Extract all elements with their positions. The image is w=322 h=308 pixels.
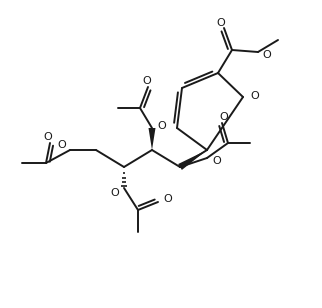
Text: O: O (262, 50, 271, 60)
Polygon shape (148, 128, 156, 150)
Text: O: O (57, 140, 66, 150)
Text: O: O (157, 121, 166, 131)
Text: O: O (143, 76, 151, 86)
Text: O: O (163, 194, 172, 204)
Text: O: O (212, 156, 221, 166)
Text: O: O (217, 18, 225, 28)
Text: O: O (110, 188, 119, 198)
Text: O: O (250, 91, 259, 101)
Polygon shape (178, 150, 207, 170)
Text: O: O (220, 112, 228, 122)
Text: O: O (43, 132, 52, 142)
